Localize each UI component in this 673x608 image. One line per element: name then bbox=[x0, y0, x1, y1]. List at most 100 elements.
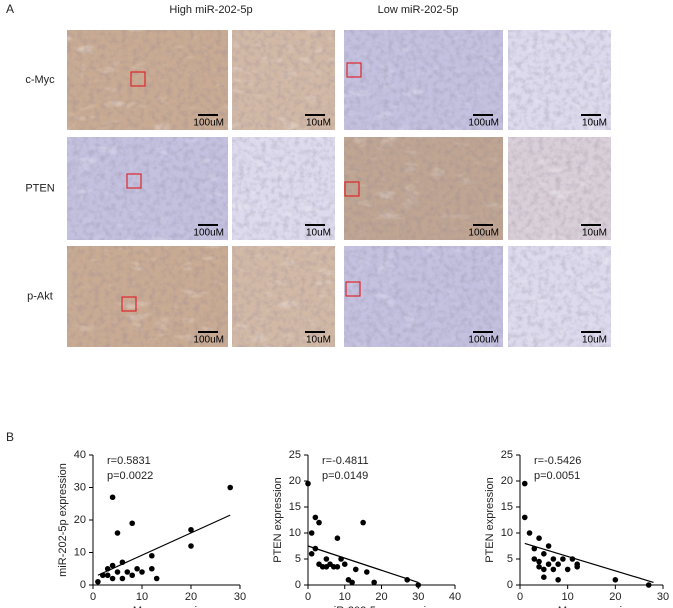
scale-label: 100uM bbox=[193, 335, 224, 346]
y-tick-label: 30 bbox=[74, 481, 86, 493]
annotation: p=0.0022 bbox=[107, 470, 153, 482]
scale-label: 100uM bbox=[468, 335, 499, 346]
point bbox=[564, 566, 571, 573]
y-tick-label: 10 bbox=[74, 546, 86, 558]
fit-line bbox=[97, 514, 231, 576]
row-label: PTEN bbox=[25, 182, 54, 194]
x-axis-label: c-Myc expression bbox=[549, 605, 635, 608]
annotation: p=0.0149 bbox=[322, 470, 368, 482]
point bbox=[536, 564, 542, 570]
group-label: High miR-202-5p bbox=[169, 4, 252, 16]
x-tick-label: 30 bbox=[657, 591, 669, 603]
point bbox=[149, 552, 155, 559]
y-tick-label: 10 bbox=[289, 527, 301, 539]
point bbox=[371, 579, 377, 586]
tissue-texture bbox=[508, 246, 611, 347]
zoom-box bbox=[344, 181, 360, 197]
panel-label: A bbox=[6, 2, 14, 16]
point bbox=[104, 572, 111, 579]
annotation: r=0.5831 bbox=[107, 455, 151, 467]
point bbox=[124, 569, 131, 575]
tissue-texture bbox=[344, 30, 503, 130]
x-tick-label: 0 bbox=[90, 591, 96, 603]
zoom-box bbox=[126, 173, 142, 189]
x-tick-label: 0 bbox=[305, 591, 311, 603]
point bbox=[308, 530, 315, 536]
point bbox=[536, 558, 542, 565]
annotation: r=-0.5426 bbox=[534, 455, 581, 467]
row-label: p-Akt bbox=[27, 290, 53, 302]
point bbox=[555, 577, 561, 583]
annotation: p=0.0051 bbox=[534, 470, 580, 482]
y-axis-label: PTEN expression bbox=[272, 477, 284, 563]
point bbox=[323, 556, 330, 562]
point bbox=[109, 494, 116, 501]
y-tick-label: 15 bbox=[289, 501, 301, 513]
scale-label: 100uM bbox=[193, 228, 224, 239]
x-axis-label: c-Myc expression bbox=[124, 605, 210, 608]
tissue-texture bbox=[232, 30, 335, 130]
point bbox=[188, 543, 194, 549]
point bbox=[334, 535, 341, 541]
y-tick-label: 0 bbox=[295, 579, 301, 591]
point bbox=[188, 526, 194, 533]
x-tick-label: 10 bbox=[136, 591, 148, 603]
scale-label: 100uM bbox=[468, 118, 499, 129]
point bbox=[308, 551, 315, 557]
point bbox=[352, 566, 359, 573]
fit-line bbox=[524, 542, 654, 583]
point bbox=[305, 480, 311, 487]
row-label: c-Myc bbox=[25, 74, 55, 86]
point bbox=[612, 577, 619, 583]
scale-label: 10uM bbox=[582, 228, 607, 239]
y-tick-label: 20 bbox=[289, 475, 301, 487]
y-tick-label: 0 bbox=[80, 579, 86, 591]
point bbox=[360, 519, 366, 526]
x-tick-label: 20 bbox=[375, 591, 387, 603]
point bbox=[139, 569, 145, 575]
x-tick-label: 20 bbox=[609, 591, 621, 603]
x-tick-label: 20 bbox=[185, 591, 197, 603]
scale-label: 10uM bbox=[582, 335, 607, 346]
point bbox=[316, 519, 322, 526]
point bbox=[541, 551, 547, 557]
y-axis-label: miR-202-5p expression bbox=[57, 463, 69, 577]
tissue-texture bbox=[508, 137, 611, 240]
tissue-texture bbox=[344, 137, 503, 240]
scale-label: 10uM bbox=[582, 118, 607, 129]
point bbox=[149, 565, 155, 572]
point bbox=[541, 574, 547, 580]
zoom-box bbox=[346, 62, 362, 78]
point bbox=[129, 520, 135, 527]
tissue-texture bbox=[67, 137, 228, 240]
point bbox=[574, 564, 580, 570]
point bbox=[114, 569, 121, 575]
point bbox=[645, 582, 652, 588]
point bbox=[109, 562, 116, 569]
point bbox=[109, 575, 116, 582]
x-axis-label: miR-202-5p expression bbox=[325, 605, 439, 608]
point bbox=[550, 566, 557, 573]
point bbox=[364, 569, 370, 575]
scale-label: 10uM bbox=[306, 118, 331, 129]
x-tick-label: 30 bbox=[234, 591, 246, 603]
point bbox=[415, 582, 422, 588]
x-tick-label: 0 bbox=[517, 591, 523, 603]
point bbox=[334, 564, 341, 570]
point bbox=[545, 561, 552, 567]
point bbox=[550, 556, 557, 562]
annotation: r=-0.4811 bbox=[322, 455, 369, 467]
scale-label: 10uM bbox=[306, 228, 331, 239]
zoom-box bbox=[121, 296, 137, 312]
tissue-texture bbox=[67, 246, 228, 347]
point bbox=[312, 514, 319, 521]
tissue-texture bbox=[344, 246, 503, 347]
tissue-texture bbox=[232, 246, 335, 347]
point bbox=[521, 514, 528, 521]
point bbox=[541, 566, 547, 573]
tissue-texture bbox=[232, 137, 335, 240]
fit-line bbox=[307, 545, 419, 583]
point bbox=[545, 543, 552, 549]
y-tick-label: 0 bbox=[507, 579, 513, 591]
